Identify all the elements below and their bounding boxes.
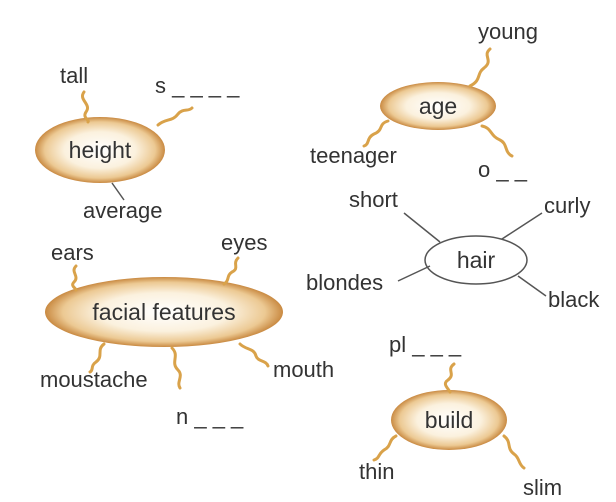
hair-short-connector — [403, 212, 441, 243]
hair-word-blondes: blondes — [306, 270, 384, 295]
height-word-blank: s _ _ _ _ — [155, 73, 240, 98]
facial-features-blank-connector — [170, 346, 182, 390]
build-word-slim: slim — [523, 475, 563, 500]
facial-features-word-eyes: eyes — [221, 230, 268, 255]
height-average-connector — [111, 182, 125, 201]
facial-features-oval — [45, 277, 283, 347]
build-slim-connector — [502, 434, 526, 470]
height-word-average: average — [83, 198, 163, 223]
build-thin-connector — [372, 434, 398, 462]
height-oval — [35, 117, 165, 183]
age-teenager-connector — [362, 119, 390, 148]
hair-curly-connector — [501, 212, 543, 240]
build-node-label: build — [424, 407, 474, 433]
facial-features-moustache-connector — [88, 342, 106, 374]
build-blank-connector — [443, 362, 456, 394]
age-young-connector — [468, 47, 492, 88]
age-oval — [380, 82, 496, 130]
age-word-blank: o _ _ — [478, 157, 527, 182]
facial-features-word-moustache: moustache — [40, 367, 148, 392]
age-node-label: age — [418, 93, 458, 119]
hair-black-connector — [517, 275, 547, 297]
facial-features-eyes-connector — [222, 256, 240, 286]
hair-blondes-connector — [397, 265, 431, 282]
build-word-blank: pl _ _ _ — [389, 332, 462, 357]
facial-features-mouth-connector — [238, 342, 270, 368]
facial-features-word-blank: n _ _ _ — [176, 404, 244, 429]
height-blank-connector — [156, 106, 194, 127]
age-word-teenager: teenager — [310, 143, 397, 168]
age-blank-connector — [480, 124, 514, 158]
facial-features-ears-connector — [71, 264, 78, 292]
hair-oval — [424, 235, 528, 285]
build-oval — [391, 390, 507, 450]
age-word-young: young — [478, 19, 538, 44]
build-word-thin: thin — [359, 459, 395, 484]
hair-node-label: hair — [456, 247, 496, 273]
height-node-label: height — [68, 137, 132, 163]
facial-features-node-label: facial features — [92, 299, 236, 325]
facial-features-word-ears: ears — [51, 240, 94, 265]
facial-features-word-mouth: mouth — [273, 357, 335, 382]
hair-word-curly: curly — [544, 193, 591, 218]
height-tall-connector — [81, 90, 90, 124]
hair-word-short: short — [349, 187, 398, 212]
height-word-tall: tall — [60, 63, 89, 88]
hair-word-black: black — [548, 287, 600, 312]
